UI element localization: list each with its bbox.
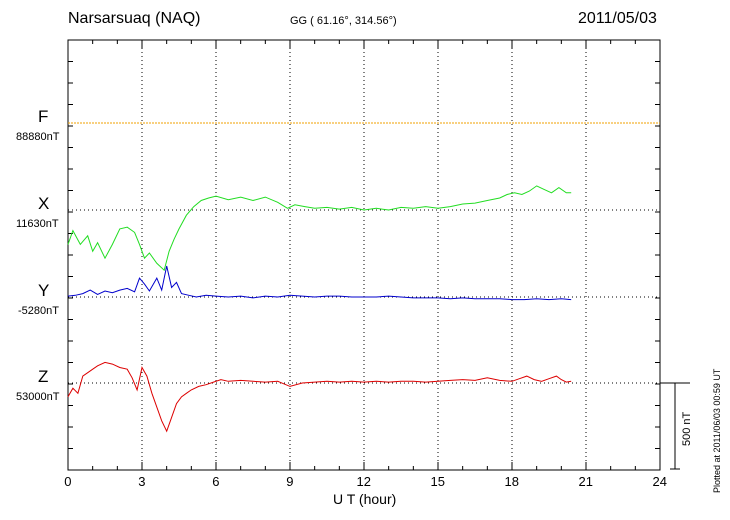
component-label-f: F: [38, 107, 49, 126]
station-title: Narsarsuaq (NAQ): [68, 10, 201, 27]
series-line-y: [67, 265, 572, 301]
component-label-x: X: [38, 194, 50, 213]
baseline-label-z: 53000nT: [16, 391, 60, 403]
series-line-x: [67, 185, 572, 272]
x-tick-label: 18: [504, 474, 519, 489]
series-line-z: [67, 361, 572, 433]
baseline-label-f: 88880nT: [16, 131, 60, 143]
x-tick-label: 24: [652, 474, 667, 489]
x-tick-label: 0: [64, 474, 72, 489]
x-tick-label: 3: [138, 474, 146, 489]
component-label-y: Y: [38, 281, 50, 300]
x-tick-label: 12: [356, 474, 371, 489]
baseline-label-x: 11630nT: [16, 218, 59, 230]
x-axis-label: U T (hour): [333, 491, 397, 507]
baseline-label-y: -5280nT: [18, 305, 59, 317]
x-tick-label: 15: [430, 474, 445, 489]
x-tick-label: 6: [212, 474, 220, 489]
x-tick-label: 9: [286, 474, 294, 489]
station-coordinates: GG ( 61.16°, 314.56°): [290, 15, 397, 27]
component-label-z: Z: [38, 367, 49, 386]
plot-date: 2011/05/03: [578, 10, 657, 27]
x-tick-label: 21: [578, 474, 593, 489]
